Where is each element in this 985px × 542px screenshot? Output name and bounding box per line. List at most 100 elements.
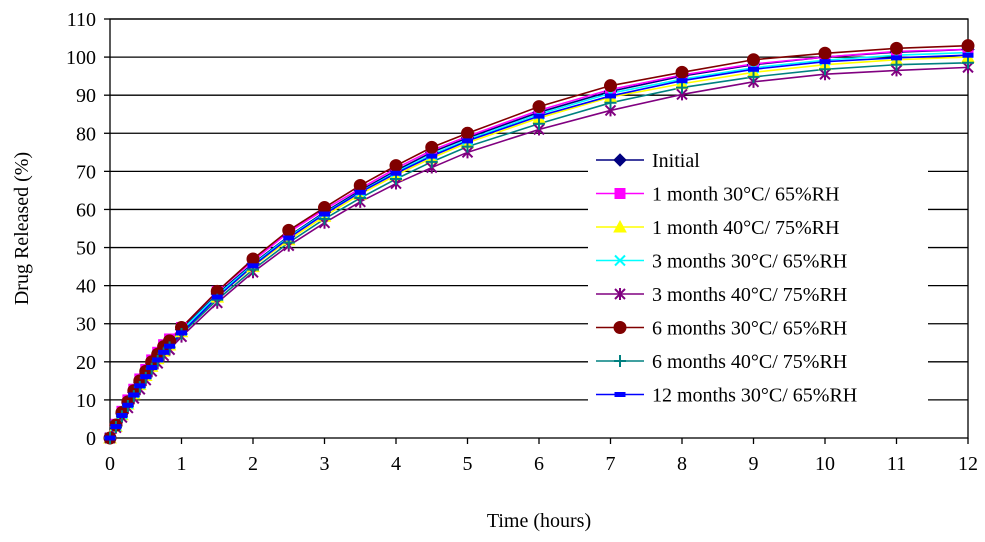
data-point-7 xyxy=(122,402,134,408)
y-tick-label: 110 xyxy=(67,9,96,31)
data-point-7 xyxy=(104,435,116,441)
data-point-7 xyxy=(140,374,152,380)
series-markers xyxy=(103,39,975,445)
data-point-7 xyxy=(390,170,402,176)
y-tick-label: 100 xyxy=(66,47,96,69)
legend-item: 12 months 30°C/ 65%RH xyxy=(596,385,857,407)
data-point-7 xyxy=(605,93,616,99)
x-tick-label: 3 xyxy=(320,453,330,475)
legend-background xyxy=(588,143,928,419)
data-point-7 xyxy=(426,153,438,159)
plot-frame xyxy=(109,18,969,439)
data-point-7 xyxy=(110,424,122,430)
data-point-5 xyxy=(282,223,296,237)
x-tick-label: 5 xyxy=(463,453,473,475)
data-point-7 xyxy=(152,357,164,363)
legend: Initial 1 month 30°C/ 65%RH 1 month 40°C/ … xyxy=(588,143,928,419)
data-point-7 xyxy=(819,59,831,65)
data-point-6 xyxy=(819,63,831,76)
data-point-7 xyxy=(319,211,330,217)
legend-marker xyxy=(614,288,626,300)
data-point-5 xyxy=(246,252,260,266)
data-point-6 xyxy=(962,56,974,69)
legend-item: 6 months 40°C/ 75%RH xyxy=(596,351,847,373)
y-tick-label: 90 xyxy=(76,85,96,107)
data-point-5 xyxy=(461,126,474,140)
legend-item: 3 months 30°C/ 65%RH xyxy=(596,251,847,273)
data-point-7 xyxy=(748,66,759,72)
legend-marker xyxy=(614,254,626,267)
data-point-5 xyxy=(890,41,903,55)
y-tick-labels: 0 10 20 30 40 50 60 70 80 90 100 110 xyxy=(66,9,96,450)
y-tick-label: 0 xyxy=(86,428,96,450)
x-tick-label: 8 xyxy=(677,453,687,475)
data-point-7 xyxy=(283,235,295,241)
x-tick-label: 11 xyxy=(887,453,906,475)
data-point-7 xyxy=(164,343,176,349)
data-point-5 xyxy=(532,100,546,114)
x-axis-label: Time (hours) xyxy=(487,510,591,532)
data-point-7 xyxy=(247,263,259,269)
data-point-7 xyxy=(128,392,140,398)
data-point-5 xyxy=(389,159,403,173)
x-tick-label: 12 xyxy=(958,453,978,475)
x-tick-labels: 0 1 2 3 4 5 6 7 8 9 10 11 12 xyxy=(105,453,978,475)
y-tick-label: 10 xyxy=(76,390,96,412)
legend-marker xyxy=(613,153,627,167)
data-point-6 xyxy=(676,81,688,94)
data-point-6 xyxy=(747,70,760,83)
data-point-7 xyxy=(891,55,902,61)
y-tick-label: 70 xyxy=(76,161,96,183)
x-tick-label: 6 xyxy=(534,453,544,475)
legend-label: 1 month 30°C/ 65%RH xyxy=(652,184,839,206)
data-point-6 xyxy=(604,96,617,109)
x-tick-label: 0 xyxy=(105,453,115,475)
legend-label: 12 months 30°C/ 65%RH xyxy=(652,385,857,407)
y-tick-label: 50 xyxy=(76,238,96,260)
legend-marker xyxy=(614,188,626,199)
data-point-7 xyxy=(354,189,366,195)
y-tick-label: 80 xyxy=(76,123,96,145)
x-tick-label: 2 xyxy=(248,453,258,475)
data-point-7 xyxy=(116,413,128,419)
data-point-5 xyxy=(818,46,832,60)
legend-item: 6 months 30°C/ 65%RH xyxy=(596,318,847,340)
data-point-6 xyxy=(890,58,903,71)
legend-item: 1 month 40°C/ 75%RH xyxy=(596,217,839,239)
x-tick-label: 9 xyxy=(749,453,759,475)
legend-label: 6 months 30°C/ 65%RH xyxy=(652,318,847,340)
data-point-5 xyxy=(353,178,367,192)
legend-marker xyxy=(613,321,627,334)
legend-label: Initial xyxy=(652,150,700,172)
data-point-6 xyxy=(533,117,545,130)
data-point-7 xyxy=(134,383,146,389)
legend-item: 1 month 30°C/ 65%RH xyxy=(596,184,839,206)
y-tick-label: 60 xyxy=(76,199,96,221)
data-point-7 xyxy=(158,349,170,355)
y-axis-label: Drug Released (%) xyxy=(11,152,33,305)
y-tick-label: 30 xyxy=(76,314,96,336)
y-tick-label: 20 xyxy=(76,352,96,374)
x-tick-label: 1 xyxy=(177,453,187,475)
data-point-5 xyxy=(604,79,617,93)
x-tick-label: 4 xyxy=(391,453,401,475)
x-tick-label: 7 xyxy=(606,453,616,475)
data-point-7 xyxy=(462,138,473,144)
legend-label: 3 months 40°C/ 75%RH xyxy=(652,284,847,306)
data-point-7 xyxy=(146,365,158,371)
legend-label: 1 month 40°C/ 75%RH xyxy=(652,217,839,239)
legend-marker xyxy=(613,219,627,233)
y-tick-label: 40 xyxy=(76,276,96,298)
legend-marker xyxy=(614,392,626,397)
data-point-7 xyxy=(211,294,223,300)
data-point-7 xyxy=(676,78,688,84)
data-point-7 xyxy=(962,52,974,58)
data-point-5 xyxy=(747,53,760,67)
data-point-7 xyxy=(533,113,545,119)
data-point-5 xyxy=(961,39,975,53)
legend-label: 3 months 30°C/ 65%RH xyxy=(652,251,847,273)
x-tick-label: 10 xyxy=(815,453,835,475)
legend-item: 3 months 40°C/ 75%RH xyxy=(596,284,847,306)
